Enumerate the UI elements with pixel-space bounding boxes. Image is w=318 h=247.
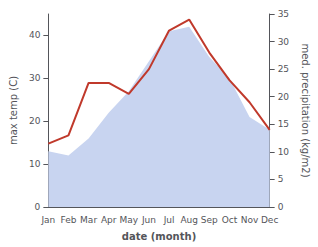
svg-text:5: 5	[278, 174, 284, 184]
svg-text:Oct: Oct	[222, 215, 238, 225]
svg-text:max temp (C): max temp (C)	[8, 76, 19, 145]
svg-text:Jul: Jul	[163, 215, 175, 225]
svg-text:15: 15	[278, 119, 289, 129]
svg-text:Aug: Aug	[180, 215, 198, 225]
svg-text:Jan: Jan	[40, 215, 55, 225]
svg-text:35: 35	[278, 9, 289, 19]
svg-text:25: 25	[278, 64, 289, 74]
svg-text:date (month): date (month)	[122, 231, 196, 242]
svg-text:Sep: Sep	[201, 215, 218, 225]
svg-text:40: 40	[29, 30, 41, 40]
svg-text:10: 10	[278, 147, 290, 157]
svg-text:0: 0	[35, 202, 41, 212]
svg-text:Dec: Dec	[261, 215, 278, 225]
svg-text:20: 20	[278, 92, 290, 102]
svg-text:10: 10	[29, 159, 41, 169]
svg-text:Mar: Mar	[80, 215, 97, 225]
svg-text:20: 20	[29, 116, 41, 126]
svg-text:med. precipitation (kg/m2): med. precipitation (kg/m2)	[300, 43, 311, 177]
svg-text:Apr: Apr	[101, 215, 117, 225]
svg-text:0: 0	[278, 202, 284, 212]
svg-text:30: 30	[29, 73, 41, 83]
svg-text:Nov: Nov	[241, 215, 259, 225]
svg-text:Feb: Feb	[61, 215, 77, 225]
svg-text:30: 30	[278, 37, 290, 47]
svg-text:Jun: Jun	[141, 215, 156, 225]
svg-text:May: May	[120, 215, 139, 225]
